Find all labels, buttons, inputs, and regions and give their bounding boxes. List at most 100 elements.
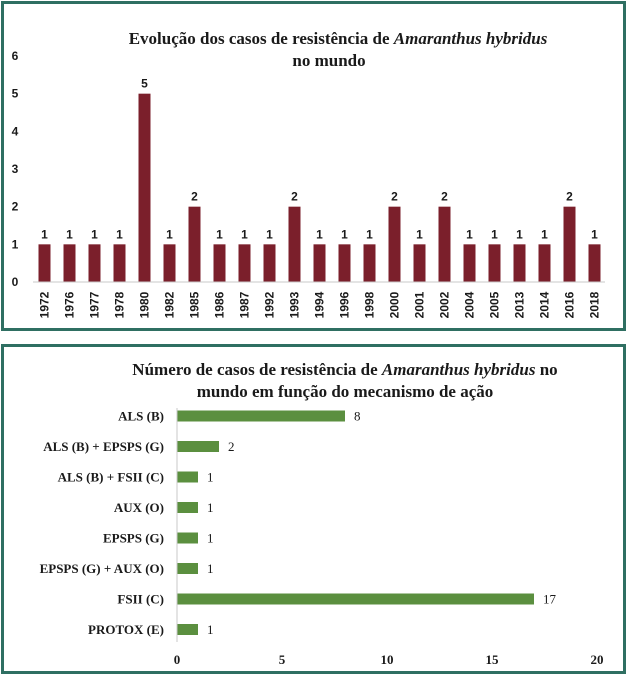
yearly-chart-title-line2: no mundo [292, 51, 365, 70]
data-label-epsps-g: 1 [207, 531, 214, 546]
data-label-2002: 2 [441, 190, 448, 204]
bar-1972 [38, 244, 51, 282]
data-label-1972: 1 [41, 227, 48, 241]
bar-1985 [188, 206, 201, 282]
data-label-2005: 1 [491, 227, 498, 241]
y-tick-label: 6 [12, 49, 19, 63]
data-label-1977: 1 [91, 227, 98, 241]
mechanism-bars [177, 410, 534, 635]
bar-1977 [88, 244, 101, 282]
bar-aux-o [177, 502, 198, 513]
bar-2002 [438, 206, 451, 282]
bar-2001 [413, 244, 426, 282]
x-tick-2005: 2005 [488, 291, 502, 318]
data-label-2013: 1 [516, 227, 523, 241]
x-tick-1987: 1987 [238, 291, 252, 318]
bar-1998 [363, 244, 376, 282]
bar-epsps-g-aux-o [177, 563, 198, 574]
x-tick-1976: 1976 [63, 291, 77, 318]
bar-2016 [563, 206, 576, 282]
x-tick-1986: 1986 [213, 291, 227, 318]
data-label-als-b: 8 [354, 409, 361, 424]
data-label-2016: 2 [566, 190, 573, 204]
bar-1980 [138, 93, 151, 283]
x-tick-2013: 2013 [513, 291, 527, 318]
x-tick-label: 10 [381, 652, 394, 667]
bar-als-b-epsps-g [177, 441, 219, 452]
data-label-1996: 1 [341, 227, 348, 241]
x-tick-label: 0 [174, 652, 181, 667]
mechanism-x-axis: 0 5 10 15 20 [174, 652, 604, 667]
x-tick-2002: 2002 [438, 291, 452, 318]
yearly-x-axis: 1972 1976 1977 1978 1980 1982 1985 1986 1987 1992… [38, 291, 602, 318]
mechanism-y-axis: ALS (B) ALS (B) + EPSPS (G) ALS (B) + FSII… [40, 409, 164, 638]
category-label-protox-e: PROTOX (E) [88, 622, 164, 637]
x-tick-1982: 1982 [163, 291, 177, 318]
bar-1986 [213, 244, 226, 282]
data-label-1986: 1 [216, 227, 223, 241]
x-tick-2014: 2014 [538, 291, 552, 318]
category-label-als-b-epsps-g: ALS (B) + EPSPS (G) [43, 439, 164, 454]
x-tick-1972: 1972 [38, 291, 52, 318]
x-tick-1985: 1985 [188, 291, 202, 318]
data-label-als-b-epsps-g: 2 [228, 439, 235, 454]
bar-als-b-fsii-c [177, 471, 198, 483]
yearly-y-axis: 0 1 2 3 4 5 6 [12, 49, 19, 289]
data-label-1998: 1 [366, 227, 373, 241]
y-tick-label: 0 [12, 275, 19, 289]
y-tick-label: 3 [12, 162, 19, 176]
category-label-epsps-g-aux-o: EPSPS (G) + AUX (O) [40, 561, 164, 576]
bar-1982 [163, 244, 176, 282]
bar-1996 [338, 244, 351, 282]
data-label-2000: 2 [391, 190, 398, 204]
x-tick-2016: 2016 [563, 291, 577, 318]
data-label-1992: 1 [266, 227, 273, 241]
x-tick-2000: 2000 [388, 291, 402, 318]
mechanism-chart-panel [1, 344, 626, 674]
data-label-1994: 1 [316, 227, 323, 241]
x-tick-1993: 1993 [288, 291, 302, 318]
y-tick-label: 1 [12, 237, 19, 251]
yearly-data-labels: 1 1 1 1 5 1 2 1 1 1 2 1 1 1 2 1 2 1 1 1 1 2 1 [41, 77, 598, 242]
data-label-1985: 2 [191, 190, 198, 204]
mechanism-chart-title: Número de casos de resistência de Amaran… [132, 360, 557, 379]
data-label-1976: 1 [66, 227, 73, 241]
data-label-1987: 1 [241, 227, 248, 241]
bar-2014 [538, 244, 551, 282]
category-label-aux-o: AUX (O) [114, 500, 164, 515]
bar-2000 [388, 206, 401, 282]
category-label-epsps-g: EPSPS (G) [103, 531, 164, 546]
category-label-fsii-c: FSII (C) [117, 592, 164, 607]
mechanism-data-labels: 8 2 1 1 1 1 17 1 [207, 409, 557, 638]
mechanism-chart-title-line2: mundo em função do mecanismo de ação [197, 382, 494, 401]
bar-1994 [313, 244, 326, 282]
x-tick-label: 15 [486, 652, 500, 667]
x-tick-2001: 2001 [413, 291, 427, 318]
y-tick-label: 5 [12, 87, 19, 101]
bar-1978 [113, 244, 126, 282]
bar-als-b [177, 410, 345, 422]
data-label-protox-e: 1 [207, 622, 214, 637]
yearly-bars [38, 93, 601, 283]
y-tick-label: 2 [12, 200, 19, 214]
data-label-aux-o: 1 [207, 500, 214, 515]
data-label-2001: 1 [416, 227, 423, 241]
bar-1993 [288, 206, 301, 282]
data-label-1980: 5 [141, 77, 148, 91]
yearly-chart-title: Evolução dos casos de resistência de Ama… [129, 29, 548, 48]
x-tick-label: 5 [279, 652, 286, 667]
x-tick-1994: 1994 [313, 291, 327, 318]
bar-1992 [263, 244, 276, 282]
bar-fsii-c [177, 593, 534, 605]
y-tick-label: 4 [12, 124, 19, 138]
x-tick-1998: 1998 [363, 291, 377, 318]
x-tick-1978: 1978 [113, 291, 127, 318]
bar-2004 [463, 244, 476, 282]
data-label-2014: 1 [541, 227, 548, 241]
bar-protox-e [177, 624, 198, 635]
data-label-1978: 1 [116, 227, 123, 241]
data-label-epsps-g-aux-o: 1 [207, 561, 214, 576]
data-label-2018: 1 [591, 227, 598, 241]
data-label-fsii-c: 17 [543, 592, 557, 607]
bar-2018 [588, 244, 601, 282]
